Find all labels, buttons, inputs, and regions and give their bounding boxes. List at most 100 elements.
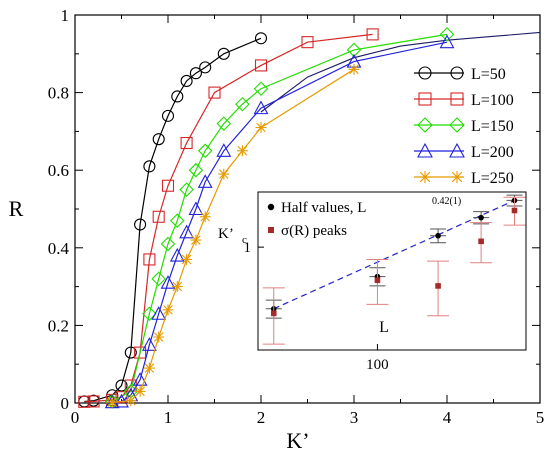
inset-series-1	[262, 196, 526, 345]
series-0	[78, 32, 268, 408]
series-line	[84, 37, 262, 403]
series-line	[112, 41, 448, 403]
marker-star	[255, 122, 267, 134]
marker-triangle	[417, 142, 433, 158]
extra-curve	[260, 31, 541, 113]
inset-marker-square	[374, 277, 381, 284]
marker-triangle	[449, 142, 465, 158]
marker-triangle	[132, 372, 148, 386]
marker-star	[134, 385, 146, 397]
marker-circle	[161, 109, 175, 122]
marker-star	[451, 171, 463, 183]
marker-star	[199, 211, 211, 223]
marker-circle	[124, 346, 137, 359]
marker-diamond	[151, 271, 166, 287]
inset-y-tick-label: 1	[244, 240, 252, 256]
marker-triangle	[151, 306, 167, 320]
marker-square	[418, 92, 432, 106]
y-tick-label: 0	[61, 394, 70, 413]
marker-square	[161, 179, 175, 192]
marker-star	[419, 171, 431, 183]
x-axis-label: K’	[286, 428, 309, 453]
y-tick-label: 1	[61, 6, 70, 25]
legend-label: L=200	[471, 144, 514, 161]
marker-diamond	[235, 96, 250, 112]
marker-star	[143, 362, 155, 374]
marker-square	[78, 395, 91, 408]
marker-diamond	[142, 306, 157, 322]
marker-circle	[450, 66, 464, 80]
marker-circle	[143, 160, 156, 173]
marker-diamond	[179, 182, 194, 197]
x-tick-label: 0	[71, 408, 80, 427]
marker-diamond	[188, 162, 204, 178]
marker-circle	[418, 66, 432, 80]
marker-diamond	[216, 116, 232, 131]
series-line	[112, 68, 355, 403]
marker-star	[181, 253, 193, 265]
y-tick-label: 0.6	[48, 161, 69, 180]
marker-triangle	[439, 34, 455, 49]
marker-square	[87, 395, 100, 408]
inset-chart: 100 1 K’ c L Half values, L 0.42(1) σ(R) peaks	[218, 191, 527, 373]
marker-star	[348, 63, 360, 75]
inset-marker-circle	[478, 214, 484, 221]
x-tick-label: 1	[164, 408, 173, 427]
marker-diamond	[417, 117, 433, 133]
marker-circle	[217, 47, 230, 60]
marker-star	[171, 281, 183, 293]
x-tick-label: 3	[350, 408, 359, 427]
marker-circle	[134, 218, 147, 231]
legend-label: L=250	[471, 170, 514, 187]
marker-diamond	[197, 143, 213, 159]
y-axis-label: R	[9, 196, 24, 221]
marker-circle	[180, 74, 193, 88]
marker-square	[143, 253, 156, 266]
marker-circle	[199, 61, 212, 74]
inset-x-tick-label: 100	[366, 357, 389, 373]
marker-square	[254, 59, 268, 72]
marker-star	[236, 145, 248, 157]
marker-diamond	[170, 213, 185, 228]
inset-legend-marker-square	[268, 227, 274, 233]
ticks: 0 1 2 3 4 5 0 0.2 0.4 0.6 0.8 1	[48, 6, 545, 427]
marker-triangle	[179, 224, 195, 239]
extra-curve-line	[260, 31, 541, 113]
marker-square	[301, 36, 314, 49]
marker-square	[134, 346, 147, 359]
series-layer	[78, 27, 455, 409]
marker-star	[125, 395, 137, 407]
x-tick-label: 5	[536, 408, 545, 427]
legend: L=50 L=100 L=150 L=200 L=250	[414, 66, 514, 187]
marker-square	[152, 210, 165, 223]
series-4	[106, 63, 360, 408]
inset-fit-line	[273, 199, 515, 310]
legend-label: L=50	[471, 66, 506, 83]
marker-circle	[115, 379, 128, 392]
marker-star	[218, 168, 230, 180]
inset-y-axis-label: K’	[218, 226, 234, 242]
y-tick-label: 0.4	[48, 239, 70, 258]
marker-triangle	[188, 201, 204, 216]
inset-marker-square	[478, 238, 484, 245]
inset-y-axis-label-sub: c	[242, 234, 247, 246]
marker-diamond	[449, 117, 465, 133]
marker-diamond	[160, 236, 176, 252]
inset-x-axis-label: L	[379, 319, 389, 336]
marker-square	[208, 86, 221, 99]
marker-diamond	[439, 27, 455, 42]
marker-star	[190, 234, 202, 246]
marker-star	[162, 304, 174, 316]
legend-label: L=150	[471, 118, 514, 135]
inset-legend-label: Half values, L	[281, 200, 366, 216]
y-tick-label: 0.2	[48, 316, 69, 335]
marker-circle	[189, 67, 202, 80]
marker-square	[450, 92, 464, 106]
series-2	[104, 27, 455, 409]
inset-legend-marker-circle	[267, 203, 275, 211]
x-tick-label: 4	[443, 408, 452, 427]
marker-triangle	[197, 174, 213, 188]
marker-diamond	[346, 42, 362, 58]
marker-triangle	[216, 143, 232, 157]
